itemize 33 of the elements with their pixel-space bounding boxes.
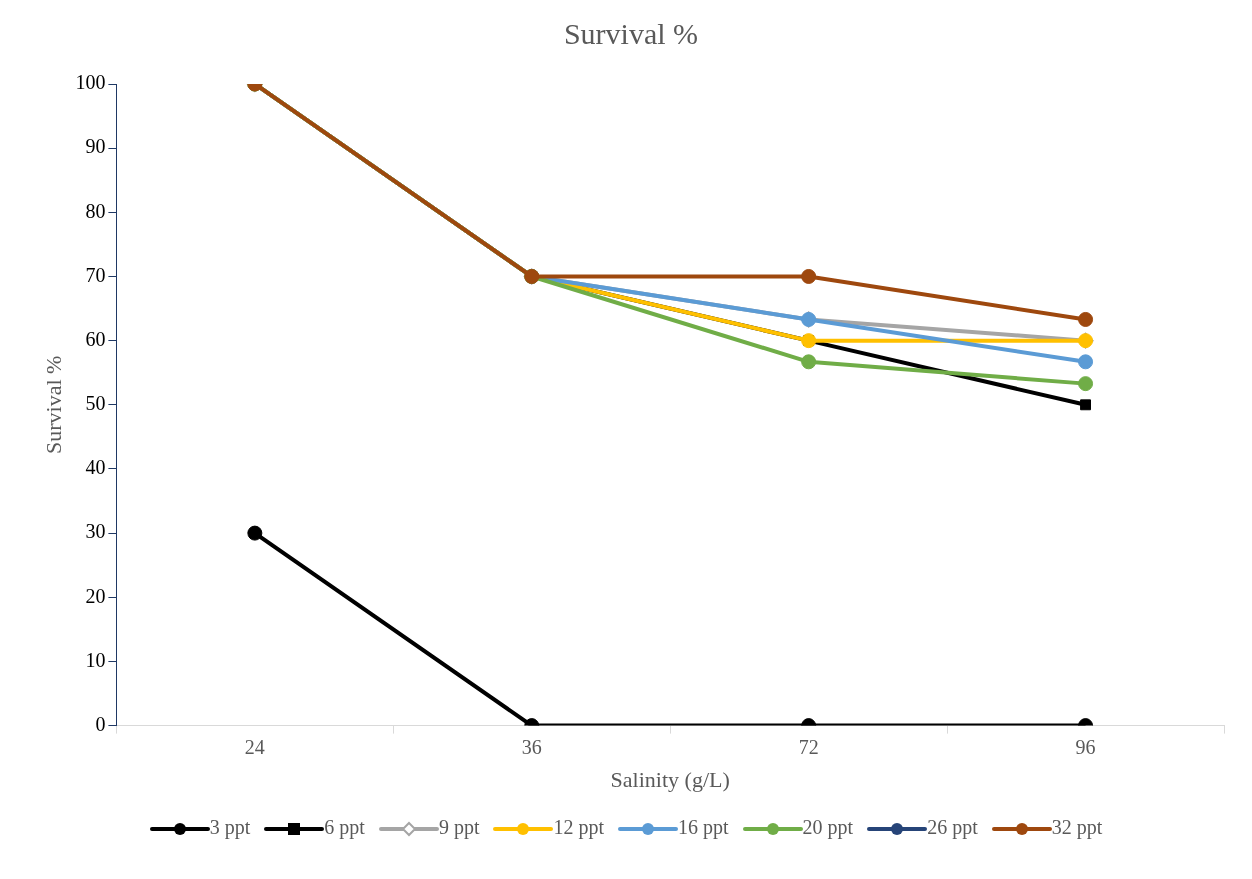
y-tick-label: 0 [95, 712, 106, 735]
y-tick-label: 100 [75, 71, 106, 94]
point [1078, 311, 1094, 327]
x-tick-label: 96 [1075, 735, 1096, 758]
legend-label: 12 ppt [552, 816, 604, 839]
legend-label: 16 ppt [677, 816, 729, 839]
x-tick-label: 72 [798, 735, 819, 758]
legend-label: 3 ppt [208, 816, 251, 839]
point [1078, 354, 1094, 370]
y-tick-label: 60 [85, 327, 106, 350]
y-axis-title: Survival % [40, 355, 66, 454]
y-tick-label: 70 [85, 263, 106, 286]
legend-label: 6 ppt [323, 816, 365, 839]
y-tick-label: 30 [85, 520, 106, 543]
legend-label: 32 ppt [1050, 816, 1103, 839]
point [1078, 376, 1094, 392]
chart-title: Survival % [563, 16, 699, 50]
y-tick-label: 10 [85, 648, 106, 671]
y-tick-label: 40 [85, 456, 106, 479]
point [247, 525, 263, 541]
x-tick-label: 36 [521, 735, 542, 758]
y-tick-label: 20 [85, 584, 106, 607]
point [801, 268, 817, 284]
y-tick-label: 90 [85, 135, 106, 158]
legend-label: 9 ppt [437, 816, 480, 839]
y-tick-label: 80 [85, 199, 106, 222]
legend-label: 26 ppt [926, 816, 978, 839]
y-tick-label: 50 [85, 392, 106, 415]
point [801, 354, 817, 370]
point [1080, 399, 1091, 411]
x-axis-title: Salinity (g/L) [610, 766, 730, 792]
x-tick-label: 24 [244, 735, 265, 758]
legend-label: 20 ppt [801, 816, 854, 839]
